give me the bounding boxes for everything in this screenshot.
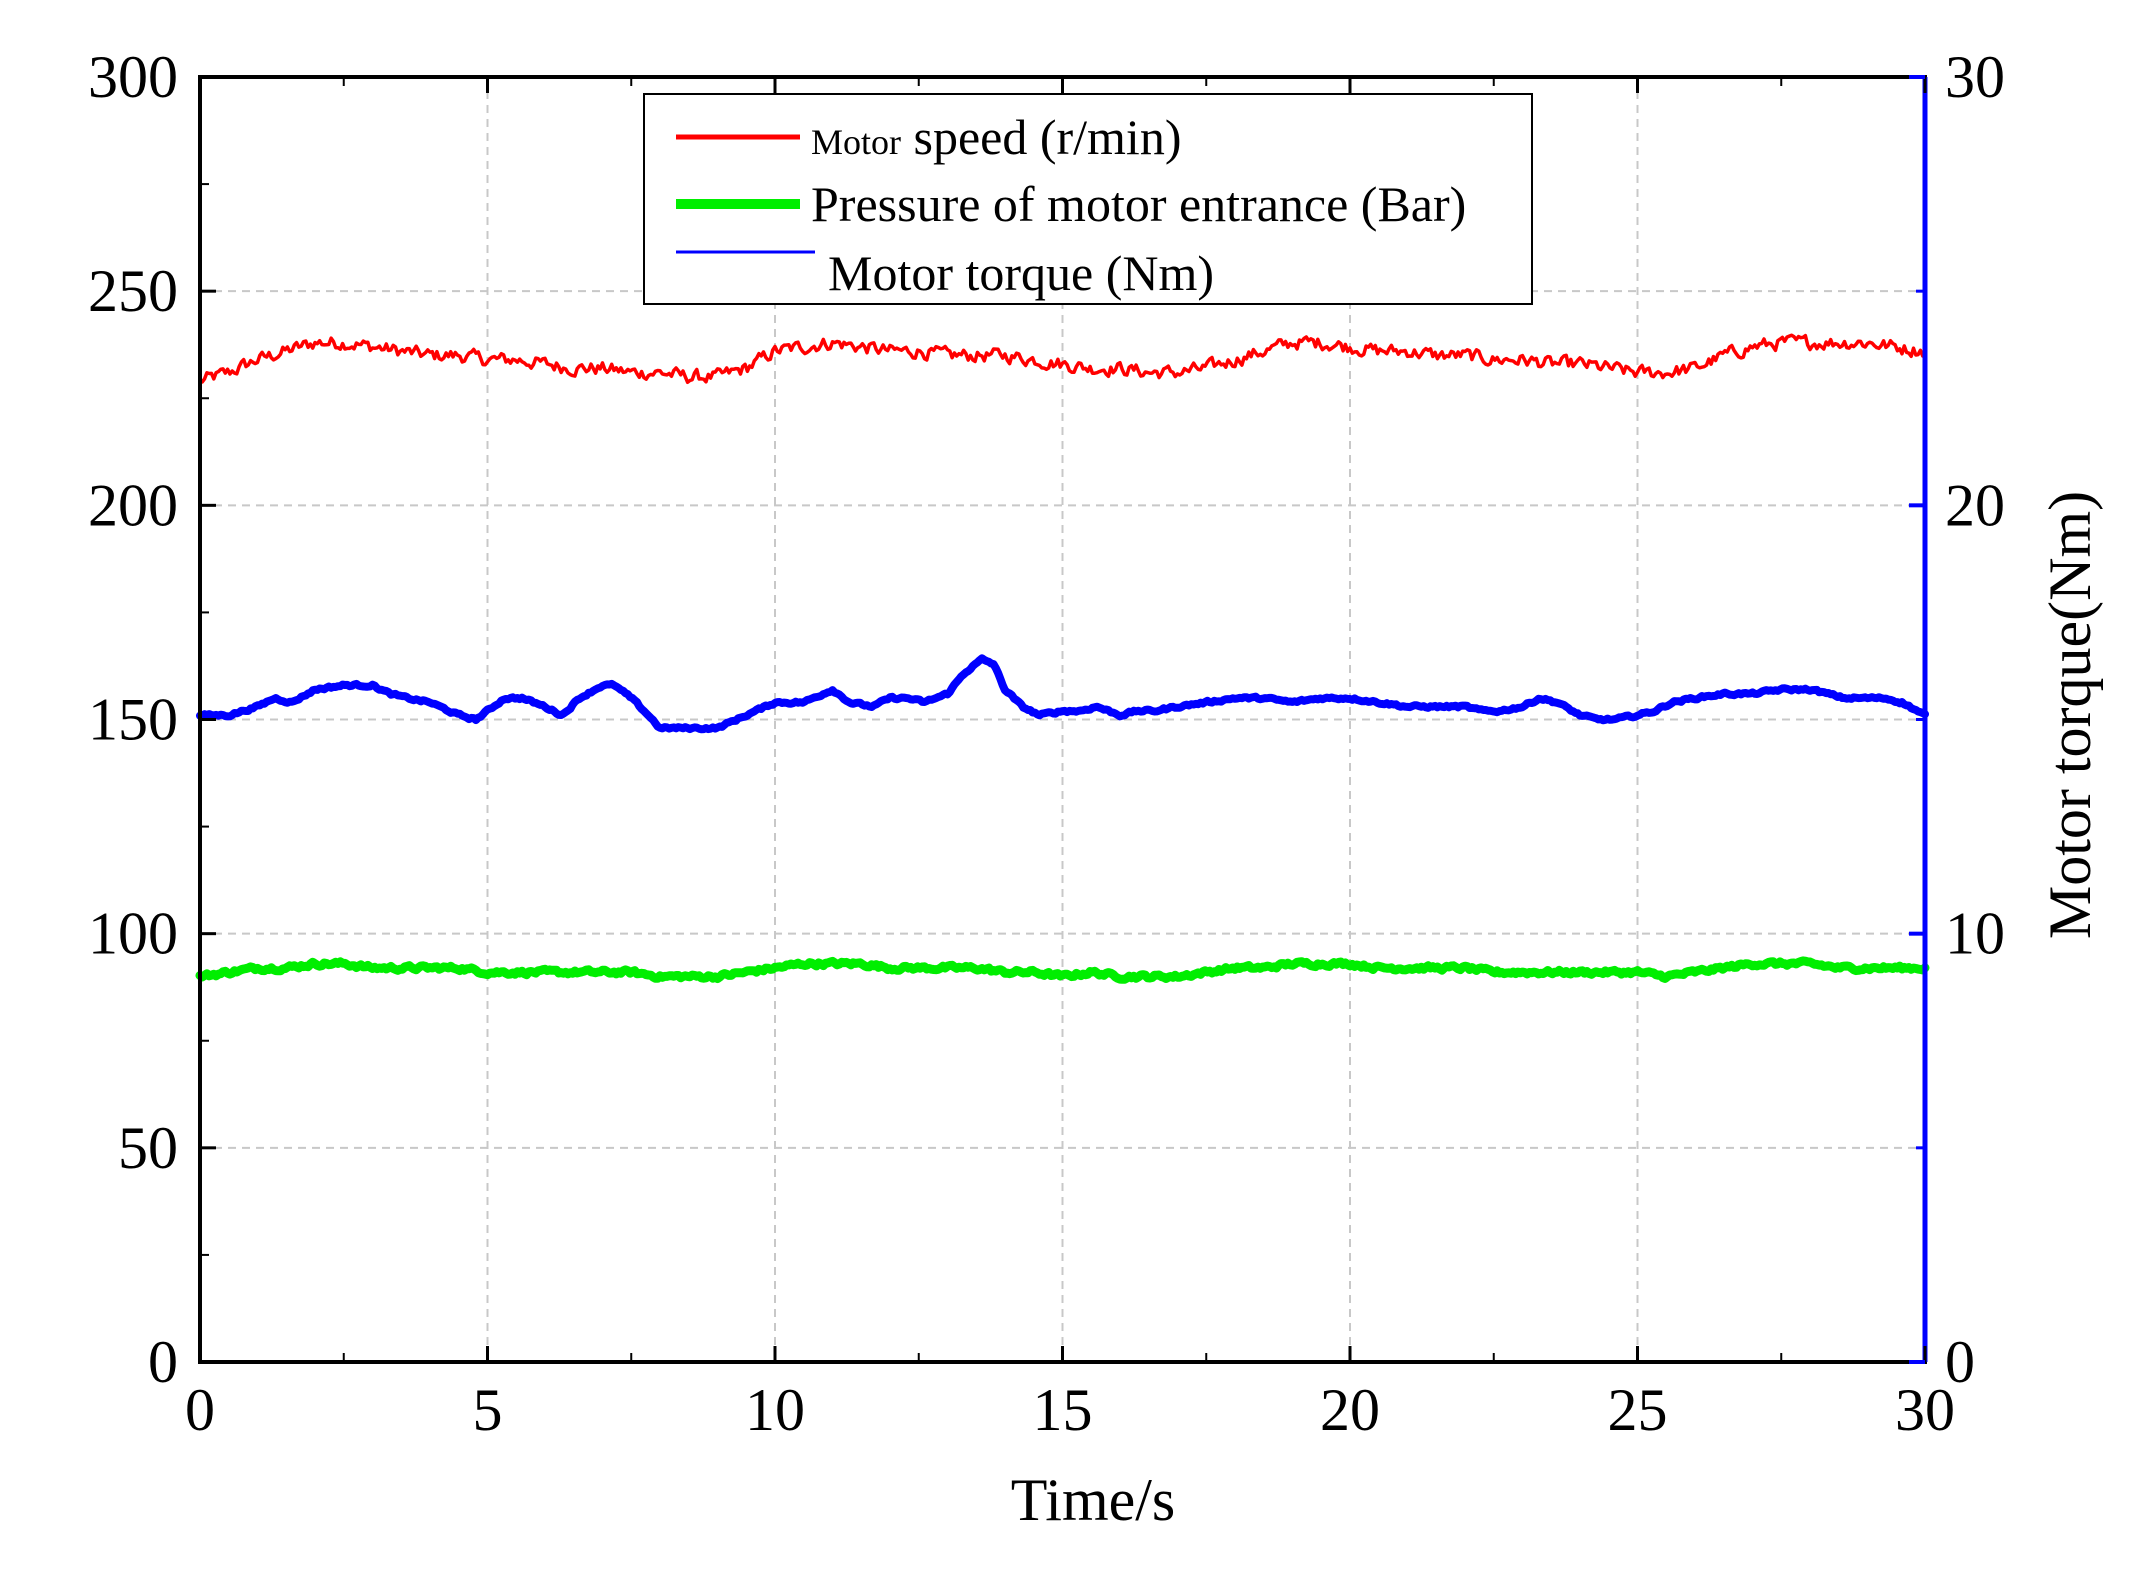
- x-tick-label: 0: [185, 1377, 215, 1443]
- y-right-tick-label: 20: [1945, 472, 2005, 538]
- y-left-tick-label: 150: [88, 687, 178, 753]
- x-tick-label: 10: [745, 1377, 805, 1443]
- x-tick-label: 15: [1033, 1377, 1093, 1443]
- series-line-speed: [198, 333, 1927, 385]
- right-axis-title: Motor torque(Nm): [2037, 491, 2103, 939]
- y-left-tick-label: 300: [88, 44, 178, 110]
- x-tick-label: 20: [1320, 1377, 1380, 1443]
- legend-label-pressure: Pressure of motor entrance (Bar): [811, 176, 1466, 232]
- legend-label-torque: Motor torque (Nm): [828, 245, 1214, 301]
- y-left-tick-label: 250: [88, 258, 178, 324]
- x-axis-title: Time/s: [1011, 1467, 1176, 1533]
- x-tick-label: 30: [1895, 1377, 1955, 1443]
- y-left-tick-label: 200: [88, 472, 178, 538]
- legend-label-speed-prefix: Motor: [811, 122, 901, 162]
- legend: Motor speed (r/min) Pressure of motor en…: [643, 93, 1533, 305]
- legend-label-speed-suffix: speed (r/min): [901, 109, 1181, 165]
- ticks: [198, 75, 1927, 1364]
- series-layer: [195, 333, 1930, 984]
- y-left-tick-label: 50: [118, 1115, 178, 1181]
- x-tick-label: 5: [473, 1377, 503, 1443]
- y-left-tick-label: 0: [148, 1329, 178, 1395]
- y-right-tick-label: 30: [1945, 44, 2005, 110]
- y-right-tick-label: 10: [1945, 901, 2005, 967]
- y-right-tick-label: 0: [1945, 1329, 1975, 1395]
- y-left-tick-label: 100: [88, 901, 178, 967]
- series-line-pressure: [195, 956, 1930, 984]
- legend-label-speed: Motor speed (r/min): [811, 109, 1181, 165]
- series-line-torque: [196, 654, 1929, 734]
- x-tick-label: 25: [1608, 1377, 1668, 1443]
